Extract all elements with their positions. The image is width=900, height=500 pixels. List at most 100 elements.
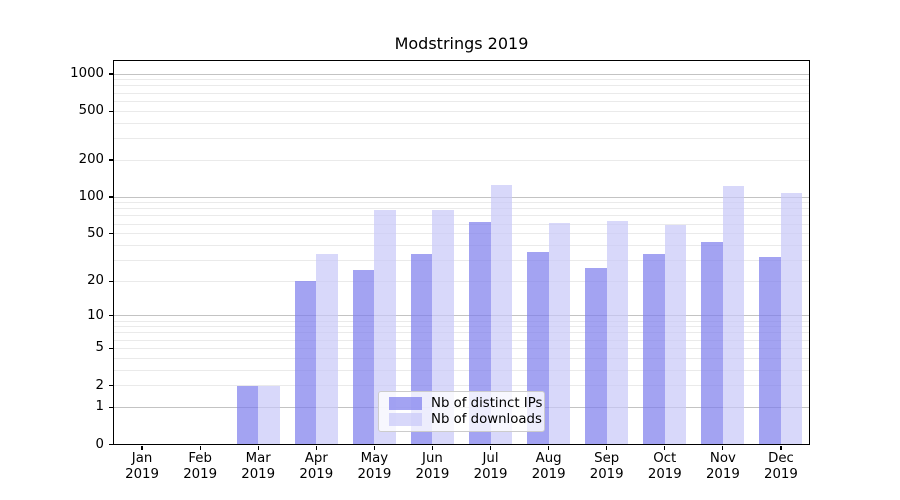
gridline-minor-90 bbox=[113, 202, 810, 204]
gridline-minor-70 bbox=[113, 215, 810, 217]
bar-downloads-may bbox=[374, 210, 396, 445]
y-tick-label-200: 200 bbox=[78, 152, 104, 168]
gridline-minor-900 bbox=[113, 79, 810, 81]
x-tick-dec bbox=[780, 445, 782, 450]
y-tick-2 bbox=[109, 384, 113, 387]
gridline-minor-4 bbox=[113, 357, 810, 359]
bar-downloads-mar bbox=[258, 385, 280, 445]
bar-downloads-nov bbox=[722, 185, 745, 445]
bar-ips-sep bbox=[585, 267, 607, 445]
x-tick-label-jul: Jul 2019 bbox=[473, 450, 508, 483]
gridline-minor-7 bbox=[113, 332, 810, 334]
gridline-minor-30 bbox=[113, 259, 810, 261]
gridline-minor-9 bbox=[113, 320, 810, 322]
bar-ips-oct bbox=[643, 253, 665, 445]
x-tick-label-feb: Feb 2019 bbox=[183, 450, 218, 483]
bar-downloads-oct bbox=[664, 224, 687, 445]
gridline-minor-20 bbox=[113, 280, 810, 282]
bar-ips-mar bbox=[236, 385, 259, 445]
y-tick-200 bbox=[109, 159, 113, 161]
x-tick-jul bbox=[489, 445, 492, 450]
gridline-minor-800 bbox=[113, 85, 810, 87]
legend-row-ips: Nb of distinct IPs bbox=[389, 396, 542, 411]
y-tick-50 bbox=[109, 233, 113, 235]
y-tick-label-500: 500 bbox=[78, 103, 104, 119]
y-tick-label-10: 10 bbox=[87, 307, 104, 323]
gridline-major-100 bbox=[113, 196, 810, 198]
x-tick-jan bbox=[141, 445, 143, 450]
legend-label-downloads: Nb of downloads bbox=[431, 412, 542, 427]
x-tick-label-apr: Apr 2019 bbox=[299, 450, 334, 483]
chart-title: Modstrings 2019 bbox=[394, 34, 529, 53]
y-tick-10 bbox=[109, 315, 113, 317]
gridline-minor-60 bbox=[113, 223, 810, 225]
gridline-minor-600 bbox=[113, 100, 810, 102]
y-tick-label-1: 1 bbox=[95, 399, 104, 415]
legend: Nb of distinct IPs Nb of downloads bbox=[378, 391, 545, 432]
y-tick-20 bbox=[109, 280, 113, 282]
x-tick-oct bbox=[664, 445, 666, 450]
gridline-minor-8 bbox=[113, 326, 810, 328]
y-tick-1000 bbox=[109, 73, 113, 75]
y-tick-label-20: 20 bbox=[87, 273, 104, 289]
legend-swatch-ips bbox=[389, 397, 422, 410]
x-tick-jun bbox=[431, 445, 434, 450]
bar-ips-dec bbox=[759, 256, 781, 445]
x-tick-nov bbox=[722, 445, 724, 450]
gridline-minor-40 bbox=[113, 244, 810, 246]
legend-swatch-downloads bbox=[389, 413, 422, 426]
y-tick-1 bbox=[109, 406, 113, 408]
x-tick-label-jan: Jan 2019 bbox=[125, 450, 159, 483]
x-tick-label-aug: Aug 2019 bbox=[531, 450, 566, 483]
gridline-minor-500 bbox=[113, 110, 810, 112]
gridline-minor-80 bbox=[113, 208, 810, 210]
gridline-major-1000 bbox=[113, 73, 810, 75]
x-tick-label-may: May 2019 bbox=[357, 450, 392, 483]
gridline-minor-50 bbox=[113, 233, 810, 235]
gridline-minor-700 bbox=[113, 92, 810, 94]
bar-downloads-sep bbox=[606, 221, 629, 445]
gridline-minor-2 bbox=[113, 385, 810, 387]
y-tick-label-0: 0 bbox=[95, 436, 104, 452]
bar-ips-jul bbox=[469, 222, 491, 445]
bar-downloads-dec bbox=[780, 192, 803, 445]
x-tick-may bbox=[373, 445, 375, 450]
gridline-minor-5 bbox=[113, 347, 810, 349]
bar-ips-may bbox=[352, 269, 375, 445]
bar-downloads-aug bbox=[548, 223, 571, 445]
x-tick-label-nov: Nov 2019 bbox=[705, 450, 740, 483]
x-tick-label-mar: Mar 2019 bbox=[241, 450, 276, 483]
y-tick-label-50: 50 bbox=[87, 225, 104, 241]
gridline-minor-3 bbox=[113, 369, 810, 371]
gridline-minor-300 bbox=[113, 137, 810, 139]
x-tick-aug bbox=[548, 445, 550, 450]
x-tick-sep bbox=[606, 445, 608, 450]
bar-downloads-jun bbox=[432, 210, 454, 445]
gridline-minor-6 bbox=[113, 339, 810, 341]
gridline-major-10 bbox=[113, 315, 810, 317]
y-tick-5 bbox=[109, 347, 113, 349]
x-tick-label-jun: Jun 2019 bbox=[415, 450, 450, 483]
bar-downloads-apr bbox=[316, 253, 338, 445]
y-tick-label-1000: 1000 bbox=[70, 66, 104, 81]
x-tick-label-sep: Sep 2019 bbox=[589, 450, 624, 483]
bar-ips-apr bbox=[294, 281, 317, 445]
y-tick-label-5: 5 bbox=[95, 340, 104, 356]
y-tick-500 bbox=[109, 110, 113, 112]
y-tick-label-100: 100 bbox=[78, 189, 104, 204]
x-tick-label-dec: Dec 2019 bbox=[764, 450, 798, 483]
y-tick-label-2: 2 bbox=[95, 377, 104, 393]
gridline-minor-400 bbox=[113, 122, 810, 124]
x-tick-apr bbox=[315, 445, 317, 450]
legend-row-downloads: Nb of downloads bbox=[389, 412, 542, 427]
y-tick-0 bbox=[109, 443, 113, 446]
x-tick-feb bbox=[199, 445, 201, 450]
x-tick-mar bbox=[257, 445, 259, 450]
y-tick-100 bbox=[109, 196, 113, 198]
bar-downloads-jul bbox=[490, 185, 513, 445]
x-tick-label-oct: Oct 2019 bbox=[647, 450, 682, 483]
legend-label-ips: Nb of distinct IPs bbox=[431, 396, 543, 411]
gridline-minor-200 bbox=[113, 159, 810, 161]
bar-ips-nov bbox=[701, 241, 723, 445]
